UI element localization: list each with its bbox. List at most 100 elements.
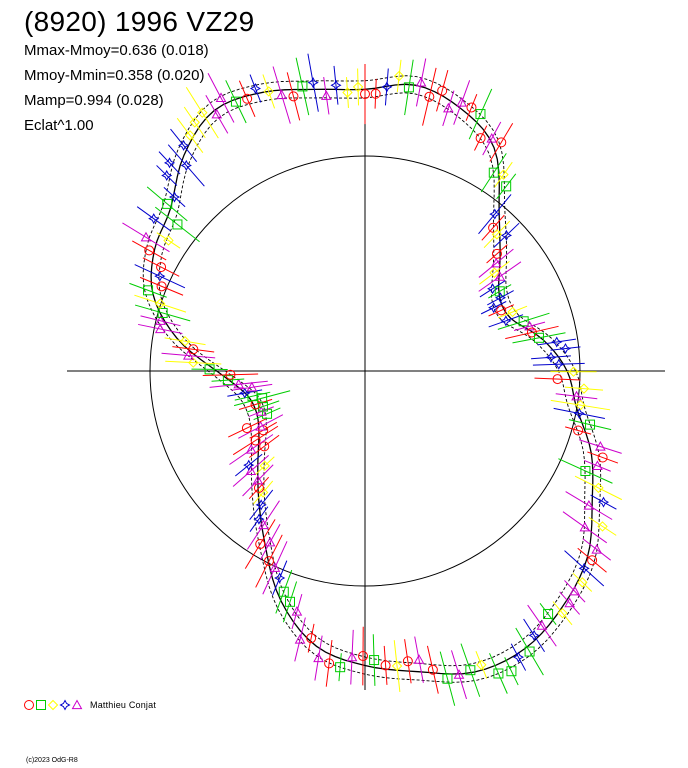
- marker-diamond: [188, 357, 199, 368]
- marker-diamond: [179, 336, 191, 347]
- stat-eclat: Eclat^1.00: [24, 117, 94, 134]
- error-bar: [282, 581, 298, 623]
- marker-triangle: [154, 323, 166, 334]
- data-point: [564, 550, 605, 587]
- error-bar: [468, 88, 493, 140]
- error-bar: [346, 77, 349, 108]
- data-point: [451, 650, 467, 700]
- data-point: [475, 651, 488, 679]
- error-bar: [129, 282, 167, 298]
- error-bar: [164, 337, 206, 346]
- error-bar: [205, 95, 229, 134]
- marker-circle: [424, 91, 435, 102]
- data-point: [352, 68, 364, 106]
- marker-square: [465, 665, 476, 676]
- data-point: [134, 264, 186, 289]
- marker-star: [545, 351, 557, 363]
- error-bar: [229, 434, 274, 465]
- data-point: [291, 593, 303, 630]
- data-point: [172, 344, 215, 355]
- marker-circle: [597, 452, 608, 463]
- error-bar: [253, 480, 274, 505]
- marker-star: [249, 82, 261, 95]
- data-point: [262, 74, 276, 109]
- error-bar: [167, 144, 205, 187]
- error-bar: [442, 90, 455, 127]
- error-bar: [232, 425, 279, 456]
- marker-triangle: [456, 96, 468, 107]
- error-bar: [482, 121, 502, 156]
- marker-star: [489, 208, 501, 220]
- marker-circle: [156, 262, 167, 273]
- data-point: [246, 500, 280, 550]
- error-bar: [550, 346, 581, 351]
- data-point: [138, 323, 183, 335]
- marker-triangle: [313, 652, 324, 663]
- data-point: [369, 634, 380, 686]
- marker-triangle: [571, 390, 582, 401]
- error-bar: [568, 419, 612, 431]
- marker-circle: [250, 435, 261, 446]
- marker-circle: [370, 88, 381, 99]
- error-bar: [374, 78, 377, 109]
- error-bar: [235, 453, 263, 477]
- data-point: [161, 350, 216, 360]
- marker-circle: [526, 327, 537, 338]
- marker-square: [157, 307, 168, 318]
- error-bar: [465, 94, 478, 121]
- error-bar: [565, 426, 592, 435]
- data-point: [577, 547, 607, 573]
- marker-triangle: [276, 89, 288, 100]
- error-bar: [422, 67, 437, 126]
- marker-square: [506, 666, 517, 677]
- marker-circle: [242, 93, 253, 104]
- error-bar: [550, 399, 611, 411]
- marker-triangle: [211, 108, 223, 119]
- error-bar: [414, 636, 424, 683]
- error-bar: [163, 186, 186, 208]
- marker-diamond: [507, 306, 518, 318]
- marker-triangle: [155, 315, 166, 325]
- error-bar: [587, 451, 619, 464]
- data-point: [381, 68, 393, 106]
- error-bar: [513, 321, 546, 331]
- data-point: [480, 301, 507, 315]
- error-bar: [572, 572, 593, 592]
- marker-triangle: [264, 536, 276, 547]
- data-point: [346, 629, 358, 685]
- data-point: [255, 534, 283, 588]
- marker-triangle: [246, 381, 258, 392]
- data-point: [402, 639, 413, 684]
- data-point: [582, 538, 611, 561]
- marker-triangle: [494, 271, 506, 281]
- data-point: [510, 643, 527, 671]
- error-bar: [588, 517, 617, 536]
- error-bar: [259, 524, 281, 561]
- marker-circle: [380, 660, 391, 671]
- data-point: [136, 206, 171, 231]
- error-bar: [249, 506, 269, 532]
- marker-triangle: [269, 562, 281, 572]
- error-bar: [172, 346, 215, 353]
- data-point: [253, 480, 274, 505]
- data-point: [231, 381, 273, 392]
- marker-star: [578, 562, 590, 574]
- data-point: [465, 94, 478, 121]
- lower-bound-curve: [158, 92, 586, 667]
- data-point: [158, 151, 181, 175]
- error-bar: [357, 68, 360, 106]
- marker-star: [148, 213, 160, 225]
- error-bar: [415, 58, 427, 107]
- marker-square: [475, 109, 486, 120]
- marker-square: [284, 596, 295, 607]
- data-point: [238, 80, 256, 118]
- error-bar: [146, 186, 188, 222]
- data-point: [415, 58, 427, 107]
- marker-circle: [259, 441, 270, 452]
- data-point: [478, 261, 522, 292]
- marker-triangle: [524, 320, 535, 331]
- error-bar: [537, 338, 576, 346]
- error-bar: [453, 80, 471, 125]
- error-bar: [211, 378, 245, 382]
